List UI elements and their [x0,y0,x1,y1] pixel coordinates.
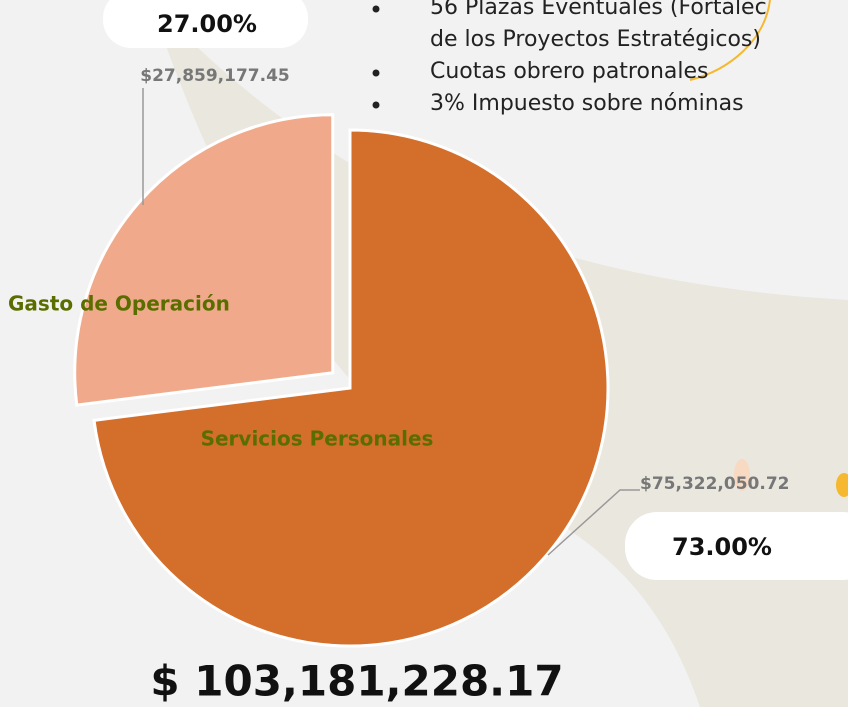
category-label: Servicios Personales [201,427,434,451]
bullet-dot [372,101,380,109]
label-pill [103,0,308,48]
pie-slice [73,113,335,407]
bullet-dot [372,5,380,13]
decor-dot [734,459,750,491]
bullet-text: 56 Plazas Eventuales (Fortalec [430,0,767,20]
bullet-text: de los Proyectos Estratégicos) [430,27,761,52]
bullet-dot [372,69,380,77]
label-pill [625,512,848,580]
percent-label: 27.00% [157,10,257,38]
percent-label: 73.00% [672,533,772,561]
pie-slice [92,128,610,648]
bullet-text: Cuotas obrero patronales [430,59,709,84]
amount-label: $27,859,177.45 [140,66,290,86]
decor-arc [689,0,771,81]
decor-dot [836,473,848,497]
pie [73,113,610,648]
bullet-text: 3% Impuesto sobre nóminas [430,91,744,116]
amount-label: $75,322,050.72 [640,474,790,494]
bullet-list: 56 Plazas Eventuales (Fortalec de los Pro… [372,0,767,116]
leader-line [547,489,640,556]
total-label: $ 103,181,228.17 [150,657,563,706]
category-label: Gasto de Operación [8,292,230,316]
